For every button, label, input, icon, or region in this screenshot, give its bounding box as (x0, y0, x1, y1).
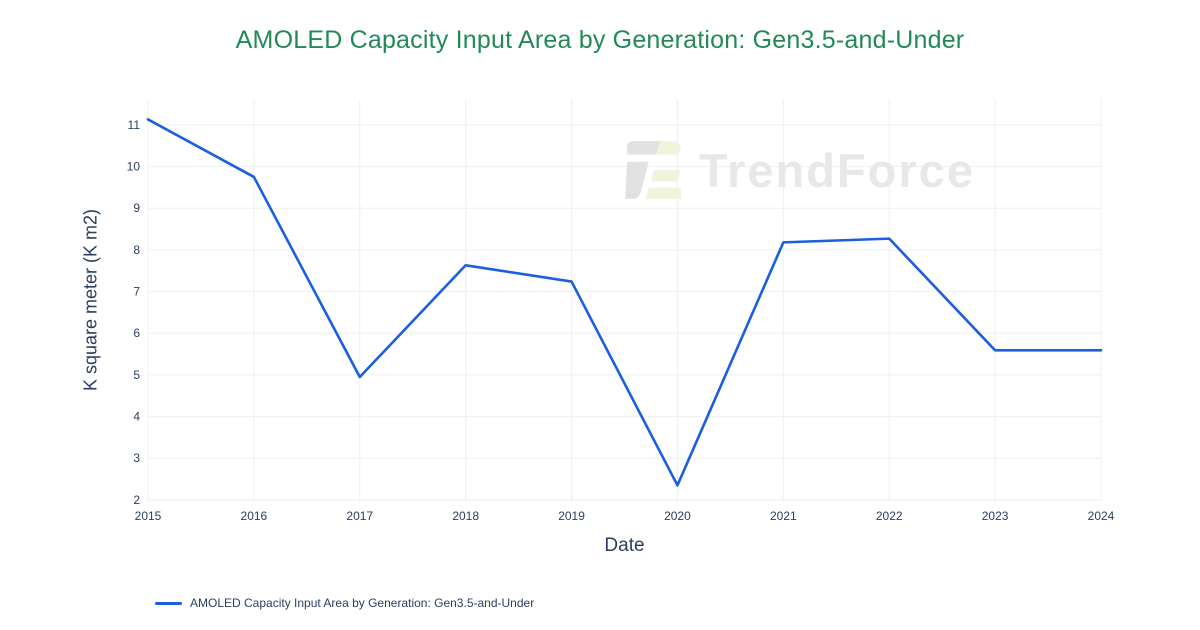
y-tick-label: 4 (133, 410, 140, 424)
x-tick-label: 2020 (664, 509, 691, 523)
legend-series-label: AMOLED Capacity Input Area by Generation… (190, 596, 535, 610)
y-tick-label: 2 (133, 493, 140, 507)
x-tick-label: 2021 (770, 509, 797, 523)
y-tick-label: 7 (133, 285, 140, 299)
x-axis-title: Date (604, 535, 645, 556)
y-tick-labels: 2 3 4 5 6 7 8 9 10 11 (127, 118, 141, 507)
y-tick-label: 11 (128, 118, 141, 132)
legend: AMOLED Capacity Input Area by Generation… (155, 596, 534, 610)
x-tick-label: 2018 (452, 509, 479, 523)
x-tick-label: 2023 (982, 509, 1009, 523)
x-tick-label: 2015 (135, 509, 162, 523)
gridlines (147, 99, 1102, 502)
y-tick-label: 10 (127, 160, 141, 174)
x-tick-labels: 2015 2016 2017 2018 2019 2020 2021 2022 2023 2024 (135, 509, 1115, 523)
y-tick-label: 5 (133, 368, 140, 382)
x-tick-label: 2019 (558, 509, 585, 523)
legend-line-swatch (155, 601, 182, 605)
y-axis-title: K square meter (K m2) (80, 208, 101, 392)
chart-title: AMOLED Capacity Input Area by Generation… (235, 26, 965, 54)
x-tick-label: 2022 (876, 509, 903, 523)
y-tick-label: 9 (133, 201, 140, 215)
x-tick-label: 2017 (346, 509, 373, 523)
x-tick-label: 2024 (1088, 509, 1115, 523)
y-tick-label: 6 (133, 326, 140, 340)
series-line (146, 118, 1103, 487)
y-tick-label: 3 (133, 451, 140, 465)
y-tick-label: 8 (133, 243, 140, 257)
x-tick-label: 2016 (241, 509, 268, 523)
